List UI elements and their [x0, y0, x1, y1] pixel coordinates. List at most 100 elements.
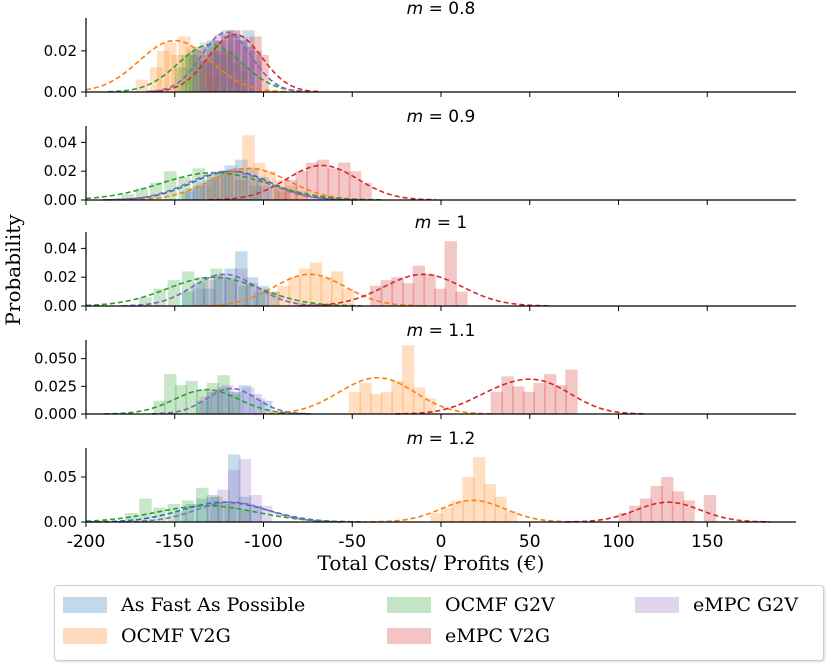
- hist-bar-ocmf-g2v: [164, 171, 177, 200]
- hist-bar-ocmf-v2g: [299, 268, 312, 306]
- hist-bar-empc-v2g: [455, 291, 468, 306]
- hist-bar-empc-g2v: [196, 182, 209, 200]
- hist-bar-ocmf-g2v: [188, 50, 202, 92]
- hist-bar-empc-v2g: [256, 54, 269, 92]
- hist-bar-empc-v2g: [359, 182, 372, 200]
- hist-bar-as-fast-as-possible: [192, 46, 205, 92]
- hist-bar-as-fast-as-possible: [199, 63, 213, 92]
- hist-bar-empc-v2g: [199, 61, 213, 92]
- hist-bar-empc-g2v: [235, 36, 248, 92]
- hist-bar-ocmf-v2g: [341, 288, 355, 306]
- y-tick-label: 0.00: [44, 297, 77, 315]
- hist-bar-empc-g2v: [199, 42, 213, 92]
- y-tick-label: 0.02: [44, 268, 77, 286]
- hist-bar-empc-v2g: [533, 382, 546, 414]
- hist-bar-as-fast-as-possible: [181, 291, 195, 306]
- hist-bar-ocmf-g2v: [174, 385, 188, 414]
- hist-bar-empc-v2g: [639, 498, 653, 522]
- hist-bar-ocmf-v2g: [149, 67, 163, 92]
- hist-bar-as-fast-as-possible: [249, 505, 262, 522]
- hist-bar-empc-v2g: [703, 495, 717, 522]
- legend-swatch-ocmf-g2v: [387, 597, 431, 613]
- hist-bar-ocmf-g2v: [139, 297, 152, 306]
- hist-bar-ocmf-v2g: [441, 507, 454, 522]
- y-tick-label: 0.00: [44, 513, 77, 531]
- hist-bar-empc-v2g: [401, 282, 415, 306]
- hist-bar-empc-g2v: [192, 288, 205, 306]
- hist-bar-ocmf-v2g: [164, 42, 177, 92]
- hist-bar-empc-g2v: [213, 274, 227, 306]
- hist-bar-ocmf-v2g: [380, 391, 394, 414]
- y-tick-label: 0.04: [44, 239, 77, 257]
- y-axis-title: Probability: [1, 214, 25, 326]
- hist-bar-empc-g2v: [259, 185, 273, 200]
- hist-bar-empc-g2v: [217, 489, 230, 522]
- hist-bar-empc-v2g: [682, 500, 695, 522]
- x-tick-label: -100: [244, 532, 283, 552]
- hist-bar-empc-g2v: [242, 387, 255, 414]
- hist-bar-ocmf-v2g: [430, 513, 443, 522]
- hist-bar-ocmf-g2v: [196, 277, 209, 306]
- hist-bar-empc-v2g: [433, 288, 447, 306]
- hist-bar-ocmf-g2v: [217, 54, 230, 92]
- hist-bar-ocmf-v2g: [295, 191, 308, 200]
- hist-bar-as-fast-as-possible: [203, 179, 216, 200]
- legend-item-afap: As Fast As Possible: [63, 593, 305, 617]
- hist-bar-as-fast-as-possible: [181, 191, 195, 200]
- hist-bar-ocmf-g2v: [192, 168, 205, 200]
- kde-line-ocmf-g2v: [104, 388, 309, 415]
- panel-title: m = 0.9: [407, 107, 476, 127]
- legend-label-empc-v2g: eMPC V2G: [445, 625, 551, 647]
- kde-line-empc-g2v: [117, 501, 346, 523]
- hist-bar-ocmf-g2v: [231, 63, 244, 92]
- hist-bar-ocmf-g2v: [153, 507, 166, 522]
- hist-bar-empc-g2v: [185, 188, 198, 200]
- hist-bar-as-fast-as-possible: [235, 40, 248, 92]
- hist-bar-empc-v2g: [249, 36, 262, 92]
- hist-bar-ocmf-v2g: [348, 391, 362, 414]
- hist-bar-ocmf-v2g: [494, 496, 507, 522]
- hist-bar-empc-v2g: [618, 513, 631, 522]
- hist-bar-empc-g2v: [238, 174, 252, 200]
- hist-bar-empc-v2g: [444, 241, 457, 306]
- hist-bar-ocmf-v2g: [412, 387, 426, 414]
- hist-bar-empc-g2v: [249, 495, 262, 522]
- hist-bar-as-fast-as-possible: [249, 50, 262, 92]
- hist-bar-as-fast-as-possible: [238, 385, 252, 414]
- y-tick-label: 0.00: [44, 191, 77, 209]
- hist-bar-ocmf-v2g: [472, 457, 486, 522]
- hist-bar-ocmf-v2g: [178, 36, 191, 92]
- hist-bar-as-fast-as-possible: [235, 159, 248, 200]
- kde-line-ocmf-v2g: [85, 39, 289, 93]
- legend-label-ocmf-g2v: OCMF G2V: [445, 594, 555, 616]
- hist-bar-ocmf-g2v: [224, 502, 237, 522]
- hist-bar-ocmf-g2v: [178, 176, 191, 200]
- hist-bar-ocmf-v2g: [451, 500, 465, 522]
- hist-bar-empc-v2g: [650, 486, 663, 522]
- hist-bar-empc-g2v: [245, 282, 259, 306]
- hist-bar-ocmf-v2g: [462, 477, 475, 522]
- y-tick-label: 0.05: [44, 468, 77, 486]
- hist-bar-as-fast-as-possible: [245, 277, 259, 306]
- x-tick-label: -200: [67, 532, 106, 552]
- y-tick-label: 0.02: [44, 162, 77, 180]
- hist-bar-empc-v2g: [565, 369, 578, 414]
- hist-bar-ocmf-v2g: [199, 67, 213, 92]
- kde-line-ocmf-g2v: [85, 171, 385, 201]
- hist-bar-empc-v2g: [661, 477, 674, 522]
- hist-bar-empc-v2g: [327, 168, 340, 200]
- hist-bar-empc-g2v: [206, 176, 220, 200]
- hist-bar-empc-v2g: [391, 277, 404, 306]
- hist-bar-as-fast-as-possible: [217, 504, 230, 522]
- hist-bar-empc-g2v: [206, 54, 220, 92]
- legend-swatch-empc-v2g: [387, 628, 431, 644]
- hist-bar-empc-v2g: [423, 274, 436, 306]
- hist-bar-as-fast-as-possible: [228, 454, 241, 522]
- kde-line-empc-v2g: [395, 378, 647, 415]
- hist-bar-as-fast-as-possible: [206, 391, 220, 414]
- legend-label-afap: As Fast As Possible: [121, 594, 306, 616]
- hist-bar-empc-g2v: [252, 398, 266, 414]
- hist-bar-ocmf-v2g: [210, 176, 223, 200]
- chart-legend: As Fast As Possible OCMF G2V eMPC G2V OC…: [54, 585, 824, 661]
- hist-bar-empc-v2g: [235, 40, 248, 92]
